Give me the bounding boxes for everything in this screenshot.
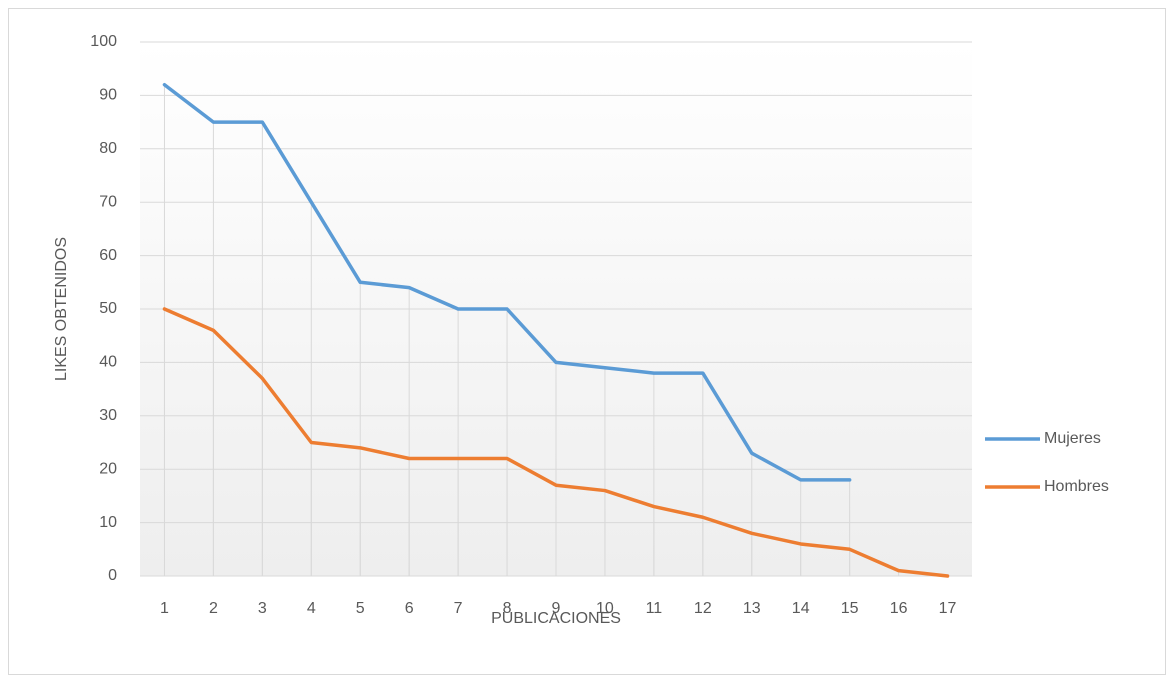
y-tick-label: 0 (108, 567, 117, 584)
y-tick-label: 90 (99, 87, 117, 104)
x-tick-label: 2 (209, 600, 218, 617)
x-tick-label: 13 (743, 600, 761, 617)
x-tick-label: 7 (454, 600, 463, 617)
legend-label: Mujeres (1044, 430, 1101, 447)
y-tick-label: 80 (99, 140, 117, 157)
x-tick-label: 10 (596, 600, 614, 617)
y-tick-label: 40 (99, 354, 117, 371)
x-tick-label: 1 (160, 600, 169, 617)
x-tick-label: 6 (405, 600, 414, 617)
y-axis-title: LIKES OBTENIDOS (53, 237, 70, 381)
y-tick-label: 30 (99, 407, 117, 424)
x-tick-label: 8 (503, 600, 512, 617)
y-tick-label: 50 (99, 300, 117, 317)
y-tick-label: 10 (99, 514, 117, 531)
x-axis-title: PUBLICACIONES (491, 610, 621, 627)
x-tick-label: 9 (552, 600, 561, 617)
x-tick-label: 11 (646, 600, 663, 617)
x-tick-label: 12 (694, 600, 712, 617)
y-tick-label: 70 (99, 193, 117, 210)
x-tick-label: 5 (356, 600, 365, 617)
legend-label: Hombres (1044, 478, 1109, 495)
x-tick-label: 16 (890, 600, 908, 617)
y-tick-label: 60 (99, 247, 117, 264)
x-tick-label: 17 (939, 600, 957, 617)
x-tick-label: 15 (841, 600, 859, 617)
x-tick-label: 14 (792, 600, 810, 617)
series-line (162, 82, 852, 482)
x-tick-label: 3 (258, 600, 267, 617)
y-tick-label: 100 (90, 33, 117, 50)
y-tick-label: 20 (99, 460, 117, 477)
x-tick-label: 4 (307, 600, 316, 617)
series-line (162, 307, 950, 578)
